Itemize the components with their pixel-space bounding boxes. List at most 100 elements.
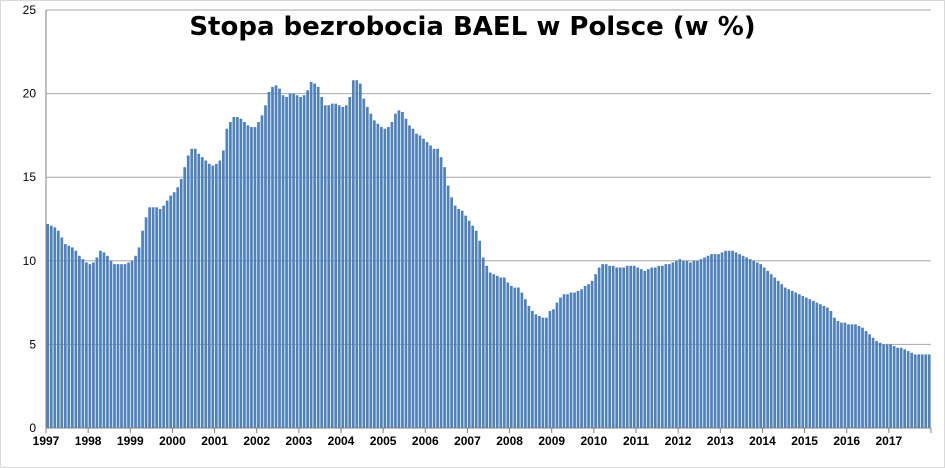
bar (653, 267, 657, 428)
x-tick-label: 2010 (581, 434, 608, 448)
x-tick-label: 2005 (370, 434, 397, 448)
bar (243, 122, 246, 429)
bar (127, 262, 130, 428)
bar (415, 133, 418, 429)
bar (615, 267, 619, 428)
bar (344, 105, 348, 429)
bar (457, 208, 460, 428)
bar (502, 277, 506, 428)
bar (492, 274, 496, 428)
bar (204, 160, 208, 429)
y-tick-label: 10 (23, 254, 37, 268)
x-tick-label: 2000 (159, 434, 186, 448)
bar (597, 267, 601, 428)
x-tick-label: 2002 (243, 434, 270, 448)
bar (678, 259, 682, 428)
bar (836, 320, 840, 428)
bar (808, 299, 812, 428)
bar (176, 187, 180, 428)
bar (85, 262, 88, 428)
bar (864, 331, 868, 428)
bar (369, 113, 373, 428)
bar (274, 85, 278, 429)
x-tick-label: 2009 (538, 434, 565, 448)
bar (840, 322, 843, 428)
bar (302, 95, 306, 429)
bar (450, 197, 453, 428)
bar (446, 185, 450, 428)
bar (636, 267, 640, 428)
bar (790, 290, 794, 428)
bar (780, 284, 784, 428)
bar (517, 287, 520, 428)
bar (162, 205, 165, 428)
bar (794, 292, 798, 428)
bar (425, 142, 429, 428)
bar (120, 264, 123, 428)
bar (594, 274, 597, 428)
bar (95, 257, 99, 428)
x-tick-label: 2006 (412, 434, 439, 448)
bar (239, 118, 243, 429)
bar (625, 265, 629, 428)
bar (660, 265, 664, 428)
bar (348, 96, 352, 428)
bar (534, 314, 538, 428)
x-tick-label: 2012 (665, 434, 692, 448)
bar (668, 264, 671, 428)
bar (692, 260, 696, 428)
bar (397, 110, 401, 428)
bar (833, 317, 836, 428)
bar (99, 250, 102, 428)
bar (411, 128, 415, 428)
y-tick-label: 5 (29, 337, 36, 351)
y-tick-label: 0 (29, 421, 36, 435)
bar (927, 354, 931, 428)
bar (710, 254, 713, 428)
bar (843, 322, 847, 428)
bar (555, 302, 559, 428)
bar (527, 305, 531, 428)
bar (211, 165, 215, 428)
bar (439, 157, 443, 428)
bar (327, 105, 331, 429)
bar (520, 292, 524, 428)
bar (699, 259, 703, 428)
bar (330, 103, 334, 428)
bar (559, 297, 562, 428)
bar (495, 275, 499, 428)
bar (882, 344, 885, 428)
bar (590, 280, 594, 428)
bar (281, 95, 285, 429)
bar (172, 192, 176, 428)
bar (924, 354, 928, 428)
bar (60, 237, 64, 428)
bar (464, 215, 468, 428)
bar (264, 105, 267, 429)
bar (74, 250, 78, 428)
bar (232, 117, 236, 428)
bar (306, 90, 309, 428)
bar (576, 290, 580, 428)
bar (373, 120, 376, 428)
bar (545, 317, 548, 428)
bar (618, 267, 622, 428)
bar (587, 284, 590, 428)
bar (292, 93, 295, 428)
x-tick-label: 2008 (496, 434, 523, 448)
bar (53, 227, 57, 428)
bar (569, 292, 573, 428)
bar (229, 122, 232, 429)
bar (608, 265, 612, 428)
bar (193, 148, 197, 428)
bar (910, 352, 914, 428)
bar (868, 334, 871, 428)
bar (762, 267, 766, 428)
bar (418, 135, 422, 428)
bar (401, 111, 404, 429)
bar (485, 265, 489, 428)
x-tick-label: 2013 (707, 434, 734, 448)
bar (580, 289, 583, 428)
bar (643, 270, 647, 428)
bar (78, 255, 81, 428)
